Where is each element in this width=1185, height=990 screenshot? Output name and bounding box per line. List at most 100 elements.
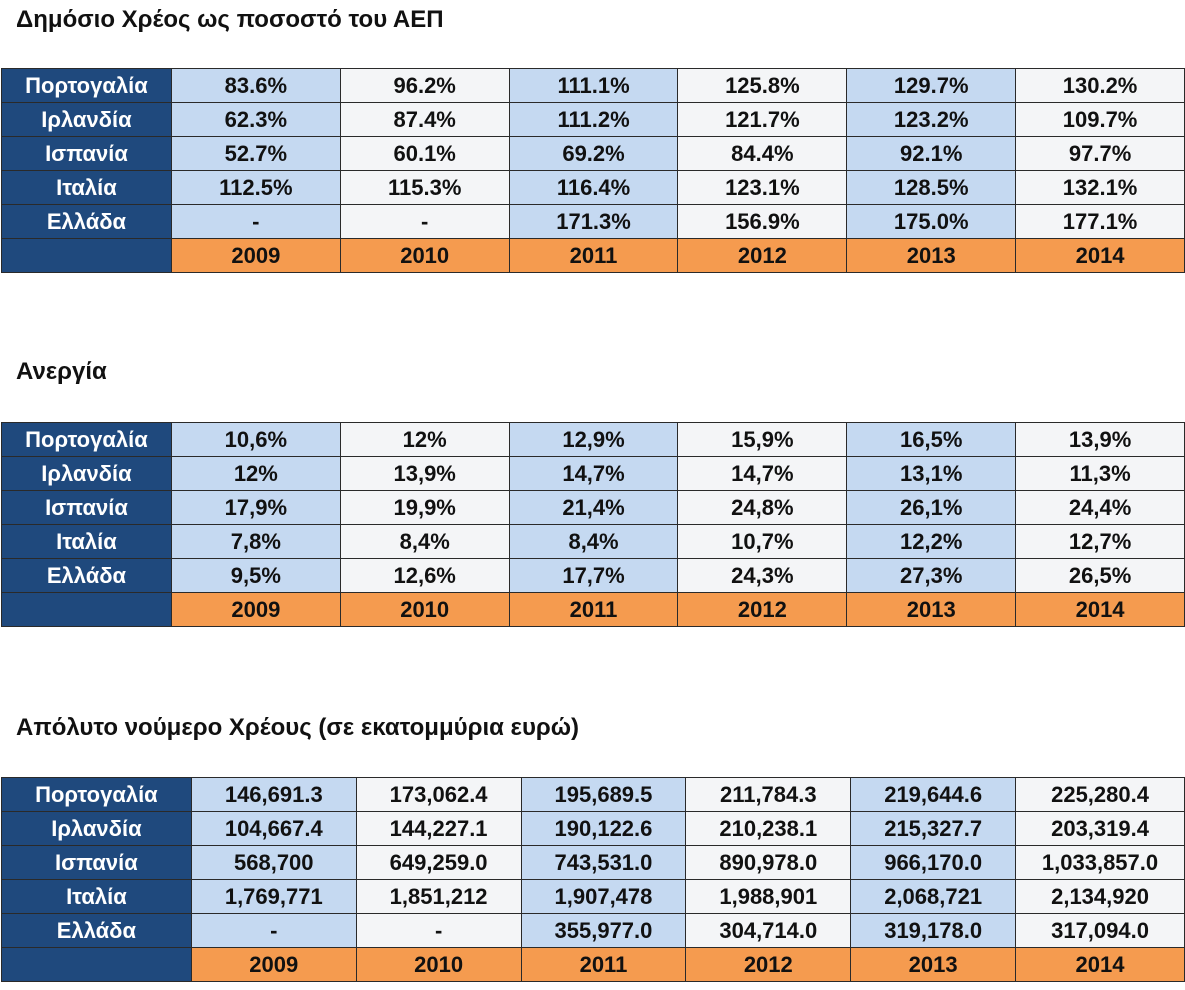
table-cell: 112.5%: [170, 170, 341, 205]
year-cell: 2011: [520, 947, 687, 982]
row-label-country: Ιρλανδία: [1, 102, 172, 137]
year-cell: 2013: [846, 592, 1017, 627]
unemployment-table: Πορτογαλία 10,6% 12% 12,9% 15,9% 16,5% 13,9% Ιρ…: [1, 422, 1185, 627]
table-row: Πορτογαλία 83.6% 96.2% 111.1% 125.8% 129.7% 13…: [1, 68, 1185, 103]
table-cell: 123.2%: [846, 102, 1017, 137]
table-cell: -: [190, 913, 357, 948]
table-cell: 24,3%: [677, 558, 848, 593]
year-cell: 2010: [339, 592, 510, 627]
table-cell: 24,4%: [1015, 490, 1185, 525]
table-cell: 111.2%: [508, 102, 679, 137]
year-cell: 2013: [850, 947, 1017, 982]
table-cell: 568,700: [190, 845, 357, 880]
table-cell: 60.1%: [339, 136, 510, 171]
table-cell: 14,7%: [677, 456, 848, 491]
table-cell: 16,5%: [846, 422, 1017, 457]
table-cell: 27,3%: [846, 558, 1017, 593]
table-cell: 1,988,901: [685, 879, 852, 914]
year-header-row: 2009 2010 2011 2012 2013 2014: [1, 238, 1185, 273]
table-cell: 14,7%: [508, 456, 679, 491]
table-cell: 109.7%: [1015, 102, 1185, 137]
table-cell: 15,9%: [677, 422, 848, 457]
year-cell: 2009: [170, 592, 341, 627]
table-cell: 1,851,212: [355, 879, 522, 914]
table-cell: 173,062.4: [355, 777, 522, 812]
table-cell: 104,667.4: [190, 811, 357, 846]
corner-cell: [1, 947, 192, 982]
table-cell: -: [339, 204, 510, 239]
table-row: Ελλάδα - -355,977.0 304,714.0 319,178.0 317,0…: [1, 913, 1185, 948]
row-label-country: Ισπανία: [1, 136, 172, 171]
table-cell: 1,033,857.0: [1015, 845, 1185, 880]
row-label-country: Ιρλανδία: [1, 811, 192, 846]
table-cell: 8,4%: [508, 524, 679, 559]
table-cell: 9,5%: [170, 558, 341, 593]
table-cell: 84.4%: [677, 136, 848, 171]
table-cell: 12,6%: [339, 558, 510, 593]
table-cell: 225,280.4: [1015, 777, 1185, 812]
table-cell: 123.1%: [677, 170, 848, 205]
table-cell: 97.7%: [1015, 136, 1185, 171]
row-label-country: Ισπανία: [1, 845, 192, 880]
table-cell: 12%: [170, 456, 341, 491]
table-cell: 87.4%: [339, 102, 510, 137]
year-cell: 2012: [677, 238, 848, 273]
table-cell: 52.7%: [170, 136, 341, 171]
table-cell: 966,170.0: [850, 845, 1017, 880]
table-cell: 156.9%: [677, 204, 848, 239]
table-cell: 12,2%: [846, 524, 1017, 559]
debt-gdp-table: Πορτογαλία 83.6% 96.2% 111.1% 125.8% 129.7% 13…: [1, 68, 1185, 273]
table-row: Ιταλία 112.5% 115.3% 116.4% 123.1% 128.5% 132.…: [1, 170, 1185, 205]
table-cell: 17,9%: [170, 490, 341, 525]
row-label-country: Ιταλία: [1, 879, 192, 914]
row-label-country: Ιταλία: [1, 170, 172, 205]
table-cell: 13,9%: [339, 456, 510, 491]
row-label-country: Ελλάδα: [1, 558, 172, 593]
table-cell: 10,7%: [677, 524, 848, 559]
corner-cell: [1, 238, 172, 273]
table-cell: 195,689.5: [520, 777, 687, 812]
table-cell: 83.6%: [170, 68, 341, 103]
table-row: Ιταλία 7,8% 8,4% 8,4% 10,7% 12,2% 12,7%: [1, 524, 1185, 559]
table-cell: 171.3%: [508, 204, 679, 239]
corner-cell: [1, 592, 172, 627]
table-cell: 317,094.0: [1015, 913, 1185, 948]
table-row: Ισπανία 568,700 649,259.0 743,531.0 890,978.…: [1, 845, 1185, 880]
table-cell: 203,319.4: [1015, 811, 1185, 846]
row-label-country: Ισπανία: [1, 490, 172, 525]
table-row: Ισπανία 17,9% 19,9% 21,4% 24,8% 26,1% 24,4%: [1, 490, 1185, 525]
table-cell: 146,691.3: [190, 777, 357, 812]
year-cell: 2010: [339, 238, 510, 273]
year-cell: 2014: [1015, 592, 1185, 627]
table-cell: 13,9%: [1015, 422, 1185, 457]
table-cell: 2,068,721: [850, 879, 1017, 914]
table-cell: 116.4%: [508, 170, 679, 205]
table-cell: 190,122.6: [520, 811, 687, 846]
table-cell: 215,327.7: [850, 811, 1017, 846]
table-cell: 11,3%: [1015, 456, 1185, 491]
table-cell: 96.2%: [339, 68, 510, 103]
year-cell: 2013: [846, 238, 1017, 273]
table-cell: 115.3%: [339, 170, 510, 205]
table-cell: 24,8%: [677, 490, 848, 525]
table-cell: 62.3%: [170, 102, 341, 137]
year-cell: 2009: [170, 238, 341, 273]
table-row: Ιταλία 1,769,771 1,851,212 1,907,478 1,988,9…: [1, 879, 1185, 914]
table-cell: -: [355, 913, 522, 948]
row-label-country: Ιρλανδία: [1, 456, 172, 491]
table-cell: 144,227.1: [355, 811, 522, 846]
table-row: Ιρλανδία 62.3% 87.4% 111.2% 121.7% 123.2% 109.…: [1, 102, 1185, 137]
year-header-row: 2009 2010 2011 2012 2013 2014: [1, 592, 1185, 627]
table-row: Πορτογαλία 146,691.3 173,062.4 195,689.5 211…: [1, 777, 1185, 812]
table-row: Ιρλανδία 12% 13,9% 14,7% 14,7% 13,1% 11,3%: [1, 456, 1185, 491]
table-row: Ελλάδα - -171.3% 156.9% 175.0% 177.1%: [1, 204, 1185, 239]
table-cell: 21,4%: [508, 490, 679, 525]
table-cell: 132.1%: [1015, 170, 1185, 205]
year-cell: 2011: [508, 238, 679, 273]
year-cell: 2012: [685, 947, 852, 982]
table-cell: 130.2%: [1015, 68, 1185, 103]
year-cell: 2014: [1015, 947, 1185, 982]
row-label-country: Ελλάδα: [1, 204, 172, 239]
table-cell: 1,907,478: [520, 879, 687, 914]
year-cell: 2012: [677, 592, 848, 627]
